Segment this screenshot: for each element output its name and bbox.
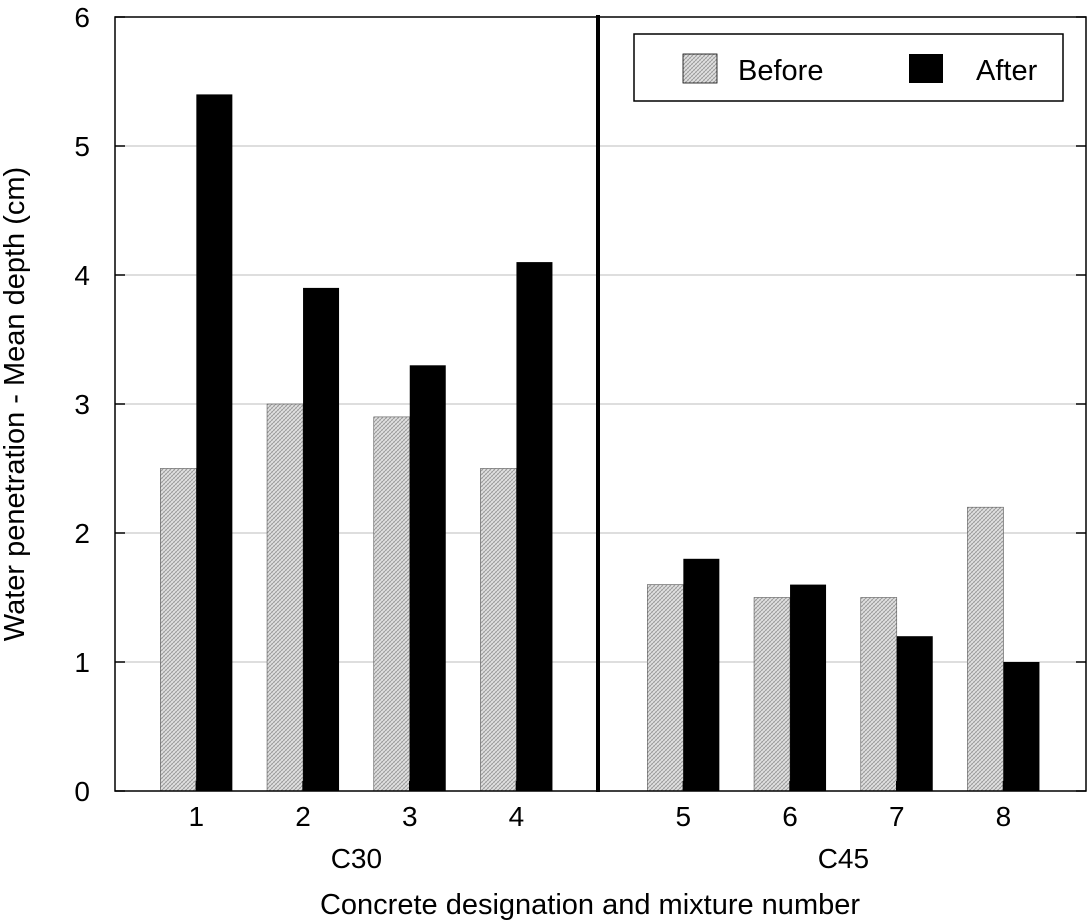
- bar-after-1: [196, 94, 233, 791]
- legend-label-before: Before: [738, 55, 823, 87]
- bar-after-7: [896, 636, 933, 791]
- y-axis-title: Water penetration - Mean depth (cm): [0, 167, 31, 641]
- legend-label-after: After: [976, 55, 1038, 87]
- y-tick-label: 5: [74, 131, 90, 162]
- bar-before-5: [647, 584, 684, 792]
- x-tick-label: 3: [402, 801, 418, 832]
- x-tick-label: 8: [996, 801, 1012, 832]
- x-tick-label: 1: [189, 801, 205, 832]
- bar-before-4: [480, 468, 517, 792]
- x-tick-label: 6: [782, 801, 798, 832]
- bar-after-8: [1003, 662, 1040, 791]
- y-tick-label: 6: [74, 2, 90, 33]
- legend: Before After: [633, 33, 1064, 102]
- bar-after-6: [790, 584, 827, 791]
- bar-before-6: [753, 597, 791, 792]
- legend-swatch-after: [909, 54, 943, 83]
- legend-swatch-before: [682, 53, 718, 84]
- bar-after-4: [516, 262, 553, 792]
- y-tick-label: 3: [74, 389, 90, 420]
- x-tick-label: 7: [889, 801, 905, 832]
- gridlines: [115, 145, 1086, 663]
- bar-before-7: [860, 597, 898, 792]
- group-label-c45: C45: [818, 843, 869, 874]
- y-tick-label: 1: [74, 647, 90, 678]
- x-tick-label: 4: [509, 801, 525, 832]
- y-tick-label: 4: [74, 260, 90, 291]
- group-label-c30: C30: [331, 843, 382, 874]
- y-tick-label: 0: [74, 776, 90, 807]
- bar-after-3: [409, 365, 446, 791]
- bar-before-3: [373, 416, 411, 792]
- x-tick-label: 2: [295, 801, 311, 832]
- y-tick-label: 2: [74, 518, 90, 549]
- x-axis-title: Concrete designation and mixture number: [320, 889, 860, 921]
- bar-before-1: [160, 468, 197, 792]
- bar-after-2: [303, 287, 340, 791]
- bar-before-8: [967, 506, 1004, 792]
- x-tick-label: 5: [676, 801, 692, 832]
- bar-after-5: [683, 558, 720, 791]
- bars: [160, 94, 1040, 792]
- tick-labels: 0 1 2 3 4 5 6 1 2 3 4 C30 5 6 7 8 C45: [74, 2, 1011, 874]
- bar-before-2: [266, 403, 304, 792]
- axis-ticks: [115, 16, 1086, 792]
